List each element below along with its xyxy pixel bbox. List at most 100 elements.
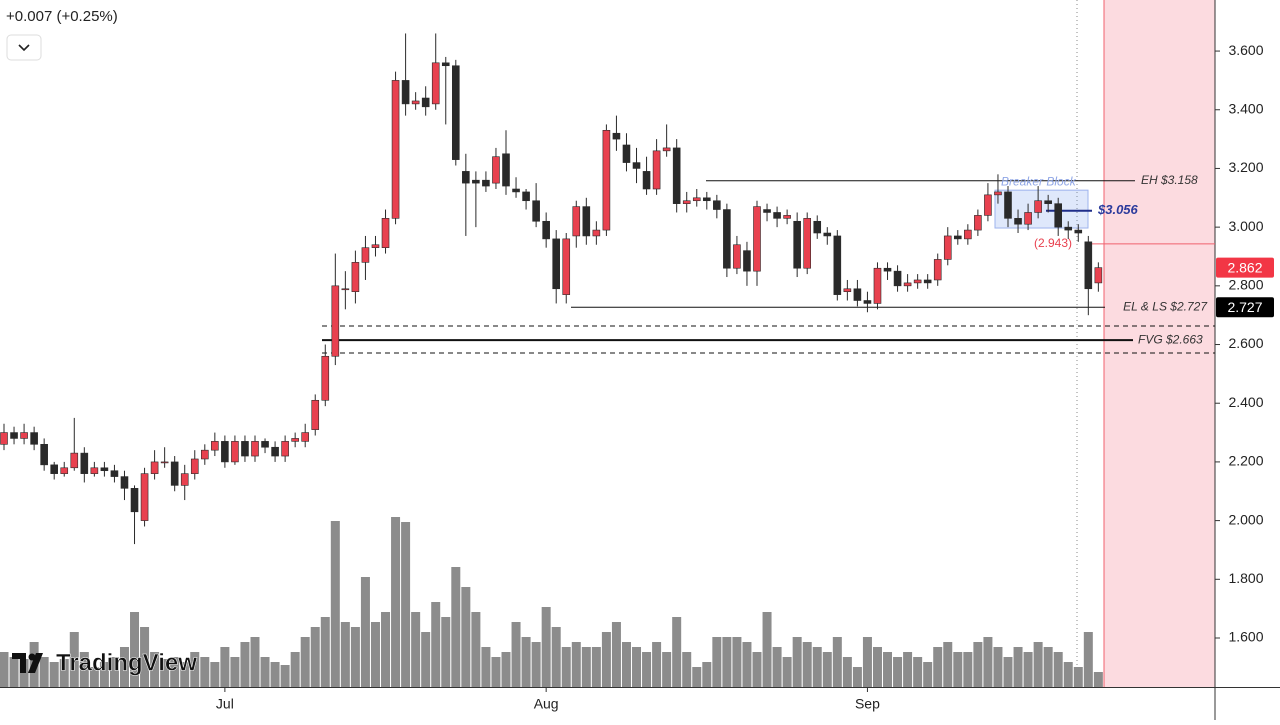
candle-body	[221, 441, 229, 463]
candle-body	[10, 432, 18, 439]
candle-body	[622, 144, 631, 163]
volume-bar	[49, 662, 59, 687]
volume-bar	[943, 642, 953, 687]
candle-body	[50, 464, 59, 474]
candle-body	[793, 220, 801, 269]
volume-bar	[1053, 652, 1063, 687]
candle-body	[903, 282, 912, 287]
candle-body	[441, 62, 450, 67]
volume-bar	[662, 652, 672, 687]
volume-bar	[591, 647, 601, 687]
candle-body	[753, 206, 761, 272]
candles	[0, 33, 1103, 545]
volume-bar	[692, 667, 702, 687]
volume-bar	[621, 642, 631, 687]
volume-bar	[9, 657, 19, 687]
candle-body	[140, 473, 149, 521]
volume-bar	[531, 642, 541, 687]
candle-body	[974, 215, 982, 231]
axes: 1.600 1.800 2.000 2.200 2.400 2.600 2.800 3.000…	[216, 42, 1274, 712]
volume-bar	[923, 662, 933, 687]
volume-bar	[893, 657, 903, 687]
volume-bar	[1093, 672, 1103, 687]
volume-bar	[59, 659, 69, 687]
candle-body	[803, 218, 812, 269]
candle-body	[40, 444, 48, 466]
y-tick-label: 3.600	[1228, 42, 1263, 58]
volume-bar	[933, 647, 943, 687]
candle-body	[642, 171, 651, 190]
volume-bar	[210, 662, 220, 687]
volume-bar	[89, 667, 99, 687]
candle-body	[562, 238, 571, 295]
candle-body	[692, 197, 701, 202]
volume-bar	[431, 602, 441, 687]
candle-body	[883, 267, 892, 272]
price-badge-label: 2.727	[1227, 299, 1262, 315]
volume-bar	[842, 657, 852, 687]
volume-bar	[1043, 647, 1053, 687]
candle-body	[401, 80, 410, 105]
candle-body	[70, 452, 79, 469]
y-tick-label: 2.800	[1228, 277, 1263, 293]
collapse-button[interactable]	[6, 34, 42, 61]
volume-bar	[350, 627, 360, 687]
candle-body	[492, 156, 500, 184]
volume-bar	[973, 642, 983, 687]
volume-bar	[411, 612, 421, 687]
volume-bar	[1073, 667, 1083, 687]
candle-body	[913, 279, 922, 284]
candle-body	[672, 147, 681, 204]
candle-body	[893, 270, 902, 287]
volume-bar	[712, 637, 722, 687]
candle-body	[612, 132, 621, 140]
candle-body	[964, 229, 972, 240]
volume-bar	[481, 647, 491, 687]
volume-bar	[270, 662, 280, 687]
candle-body	[160, 461, 169, 464]
candle-body	[321, 355, 330, 401]
candle-body	[281, 441, 289, 457]
volume-bar	[401, 522, 411, 687]
volume-bar	[732, 637, 742, 687]
y-tick-label: 2.600	[1228, 335, 1263, 351]
candle-body	[943, 235, 952, 260]
volume-bar	[290, 652, 300, 687]
logo: TradingView	[12, 649, 198, 677]
price-badge	[1216, 297, 1274, 318]
volume-bar	[260, 657, 270, 687]
logo-text: TradingView	[56, 649, 197, 676]
candle-body	[421, 97, 430, 108]
volume-bar	[913, 657, 923, 687]
volume-bar	[360, 577, 370, 687]
volume-bar	[370, 622, 380, 687]
volume-bar	[300, 637, 310, 687]
candle-body	[1014, 218, 1022, 225]
volume-bar	[672, 617, 682, 687]
candle-body	[713, 200, 721, 210]
volume-bar	[180, 662, 190, 687]
x-tick-label: Jul	[216, 696, 234, 712]
candle-body	[391, 80, 400, 219]
y-tick-label: 1.800	[1228, 570, 1263, 586]
volume-bar	[69, 632, 79, 687]
volume-bar	[280, 665, 290, 687]
volume-bar	[240, 642, 250, 687]
candle-body	[1064, 226, 1073, 231]
candle-body	[341, 288, 350, 291]
candle-body	[150, 461, 159, 474]
candle-body	[301, 432, 310, 442]
volume-bar	[752, 652, 762, 687]
y-tick-label: 2.200	[1228, 453, 1263, 469]
volume-bar	[852, 667, 862, 687]
candle-body	[180, 473, 189, 486]
candle-body	[271, 446, 279, 457]
volume-bar	[822, 652, 832, 687]
candle-body	[311, 399, 320, 430]
volume-bar	[1013, 647, 1023, 687]
candle-body	[130, 488, 139, 513]
candle-body	[20, 432, 28, 439]
candle-body	[923, 279, 932, 284]
